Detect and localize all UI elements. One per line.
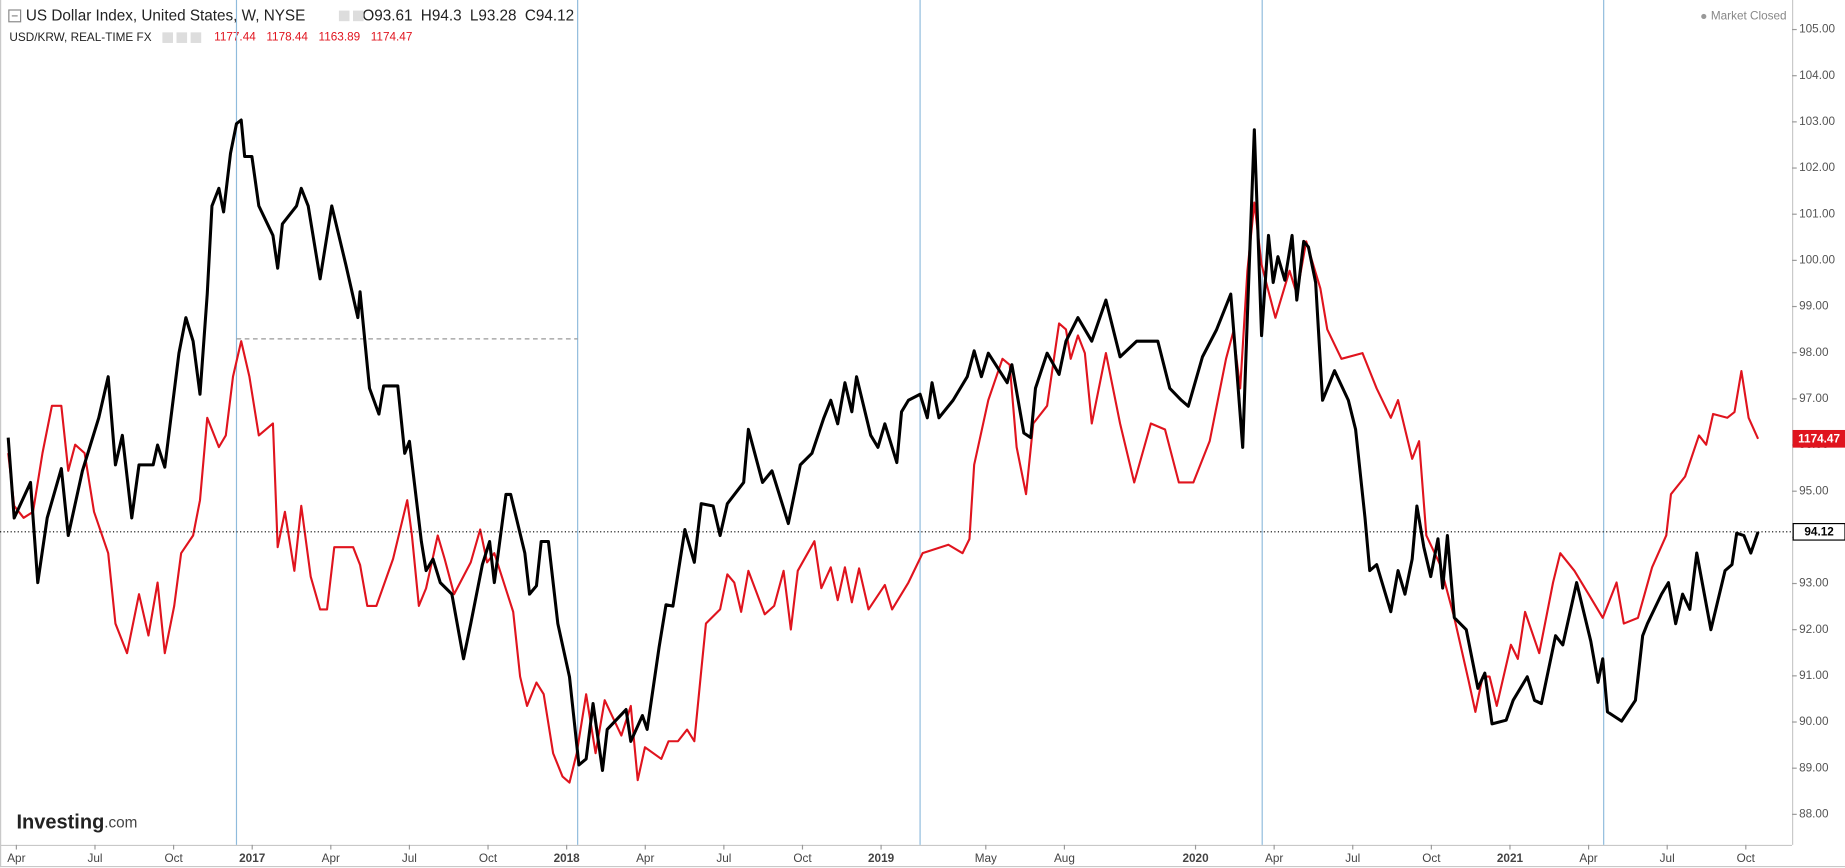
y-tick-label: 99.00 [1799,300,1829,313]
y-tick-label: 102.00 [1799,161,1835,174]
y-tick-label: 93.00 [1799,577,1829,590]
x-tick-label: Jul [402,852,417,865]
x-tick-label: Jul [87,852,102,865]
y-tick-label: 89.00 [1799,761,1829,774]
market-status: Market Closed [1711,10,1787,23]
main-series-name: US Dollar Index, United States, W, NYSE [26,8,305,25]
ohlc-value: 1174.47 [371,31,413,44]
icon[interactable] [162,32,173,43]
last-price-label: 94.12 [1804,526,1834,539]
y-tick-label: 97.00 [1799,392,1829,405]
x-tick-label: Oct [1737,852,1756,865]
x-tick-label: 2017 [239,852,266,865]
x-tick-label: Jul [1660,852,1675,865]
icon[interactable] [353,10,364,22]
x-tick-label: Apr [1579,852,1597,865]
icon[interactable] [176,32,188,43]
x-tick-label: May [975,852,997,865]
x-tick-label: Jul [1345,852,1360,865]
y-tick-label: 100.00 [1799,253,1835,266]
x-tick-label: Apr [1265,852,1283,865]
y-tick-label: 103.00 [1799,115,1835,128]
overlay-series-name: USD/KRW, REAL-TIME FX [9,31,151,44]
ohlc-value: 1163.89 [319,31,361,44]
ohlc-value: 94.12 [536,8,574,25]
ohlc-value: 93.61 [374,8,412,25]
overlay-series-ohlc: 1177.44 1178.44 1163.89 1174.47 [214,31,412,44]
icon[interactable] [338,10,350,22]
x-tick-label: 2018 [554,852,581,865]
watermark: Investing.com [16,812,137,834]
icon[interactable] [190,32,202,43]
ohlc-label: O [362,8,374,25]
ohlc-value: 1177.44 [214,31,256,44]
ohlc-value: 1178.44 [266,31,308,44]
y-tick-label: 95.00 [1799,484,1829,497]
x-tick-label: Apr [636,852,654,865]
status-dot [1701,13,1707,20]
main-series-header: US Dollar Index, United States, W, NYSE [26,8,305,25]
x-tick-label: Jul [716,852,731,865]
x-tick-label: Aug [1054,852,1075,865]
y-tick-label: 98.00 [1799,346,1829,359]
ohlc-value: 94.3 [432,8,462,25]
x-tick-label: 2019 [868,852,895,865]
watermark-brand: Investing [16,812,104,834]
x-tick-label: Apr [322,852,340,865]
x-tick-label: 2021 [1497,852,1524,865]
series-line [6,118,1760,773]
y-tick-label: 90.00 [1799,715,1829,728]
ohlc-value: 93.28 [478,8,516,25]
y-tick-label: 92.00 [1799,623,1829,636]
x-tick-label: Apr [7,852,25,865]
x-tick-label: Oct [164,852,183,865]
y-tick-label: 91.00 [1799,669,1829,682]
y-tick-label: 101.00 [1799,207,1835,220]
last-price-label: 1174.47 [1798,432,1840,445]
y-tick-label: 104.00 [1799,69,1835,82]
x-tick-label: 2020 [1182,852,1209,865]
ohlc-label: L [470,8,479,25]
watermark-suffix: .com [104,815,137,832]
y-tick-label: 105.00 [1799,23,1835,36]
x-tick-label: Oct [1422,852,1441,865]
x-tick-label: Oct [479,852,498,865]
ohlc-label: C [525,8,536,25]
collapse-icon[interactable] [8,9,22,23]
ohlc-label: H [421,8,432,25]
y-tick-label: 88.00 [1799,807,1829,820]
main-series-ohlc: O93.61 H94.3 L93.28 C94.12 [362,8,574,25]
x-tick-label: Oct [793,852,812,865]
